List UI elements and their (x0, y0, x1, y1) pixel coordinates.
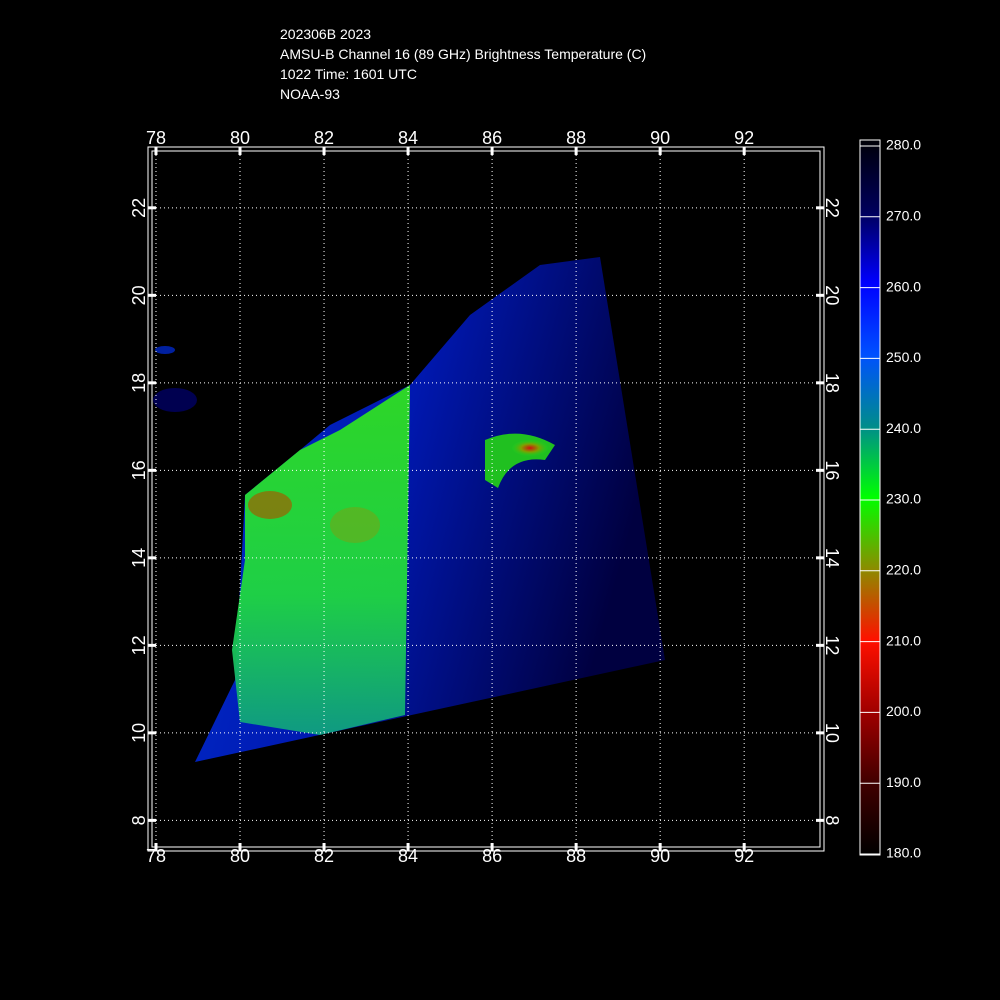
y-tick-label: 10 (822, 723, 842, 743)
x-tick-label: 86 (482, 846, 502, 866)
colorbar-label: 180.0 (886, 845, 921, 861)
y-tick-label: 10 (129, 723, 149, 743)
colorbar-axis: 280.0 270.0 260.0 250.0 240.0 230.0 220.0 210.0… (860, 137, 921, 861)
x-tick-label: 84 (398, 128, 418, 148)
patch (153, 388, 197, 412)
x-tick-label: 80 (230, 846, 250, 866)
header-line: 1022 Time: 1601 UTC (280, 66, 417, 82)
y-tick-label: 22 (129, 198, 149, 218)
x-tick-label: 86 (482, 128, 502, 148)
x-tick-label: 78 (146, 846, 166, 866)
x-tick-label: 88 (566, 128, 586, 148)
y-tick-label: 12 (129, 635, 149, 655)
swath-image (153, 257, 665, 762)
y-tick-label: 16 (129, 460, 149, 480)
x-tick-label: 90 (650, 846, 670, 866)
header: 202306B 2023 AMSU-B Channel 16 (89 GHz) B… (280, 26, 646, 102)
x-tick-label: 92 (734, 846, 754, 866)
y-tick-label: 12 (822, 635, 842, 655)
header-line: 202306B 2023 (280, 26, 371, 42)
x-tick-label: 78 (146, 128, 166, 148)
y-tick-label: 8 (129, 815, 149, 825)
convective-core (512, 440, 548, 456)
colorbar-label: 200.0 (886, 703, 921, 719)
y-tick-label: 16 (822, 460, 842, 480)
frame (147, 146, 825, 852)
colorbar-label: 220.0 (886, 562, 921, 578)
x-tick-label: 92 (734, 128, 754, 148)
colorbar-label: 270.0 (886, 208, 921, 224)
colorbar-label: 260.0 (886, 278, 921, 294)
cloud-region (232, 385, 410, 735)
y-tick-label: 18 (129, 373, 149, 393)
colorbar-label: 230.0 (886, 491, 921, 507)
header-line: AMSU-B Channel 16 (89 GHz) Brightness Te… (280, 46, 646, 62)
y-tick-label: 20 (129, 285, 149, 305)
header-line: NOAA-93 (280, 86, 340, 102)
cold-spot (248, 491, 292, 519)
x-tick-label: 82 (314, 128, 334, 148)
y-tick-label: 14 (129, 548, 149, 568)
x-tick-label: 84 (398, 846, 418, 866)
colorbar-label: 280.0 (886, 137, 921, 153)
colorbar-label: 190.0 (886, 774, 921, 790)
x-tick-label: 88 (566, 846, 586, 866)
colorbar-label: 240.0 (886, 420, 921, 436)
x-tick-label: 80 (230, 128, 250, 148)
colorbar-label: 250.0 (886, 349, 921, 365)
patch (155, 346, 175, 354)
x-tick-label: 90 (650, 128, 670, 148)
frame-inner (151, 150, 821, 848)
cold-spot (330, 507, 380, 543)
y-tick-label: 14 (822, 548, 842, 568)
y-tick-label: 18 (822, 373, 842, 393)
y-tick-label: 20 (822, 285, 842, 305)
colorbar-label: 210.0 (886, 632, 921, 648)
colorbar (859, 139, 881, 856)
x-tick-label: 82 (314, 846, 334, 866)
y-tick-label: 8 (822, 815, 842, 825)
grid (148, 147, 824, 851)
y-tick-label: 22 (822, 198, 842, 218)
